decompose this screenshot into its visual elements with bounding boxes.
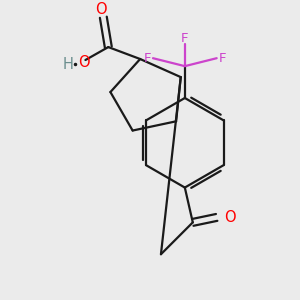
Text: O: O xyxy=(224,210,236,225)
Text: O: O xyxy=(95,2,107,17)
Text: O: O xyxy=(79,56,90,70)
Text: F: F xyxy=(181,32,189,45)
Text: F: F xyxy=(143,52,151,65)
Text: F: F xyxy=(219,52,226,65)
Text: H: H xyxy=(63,58,74,73)
